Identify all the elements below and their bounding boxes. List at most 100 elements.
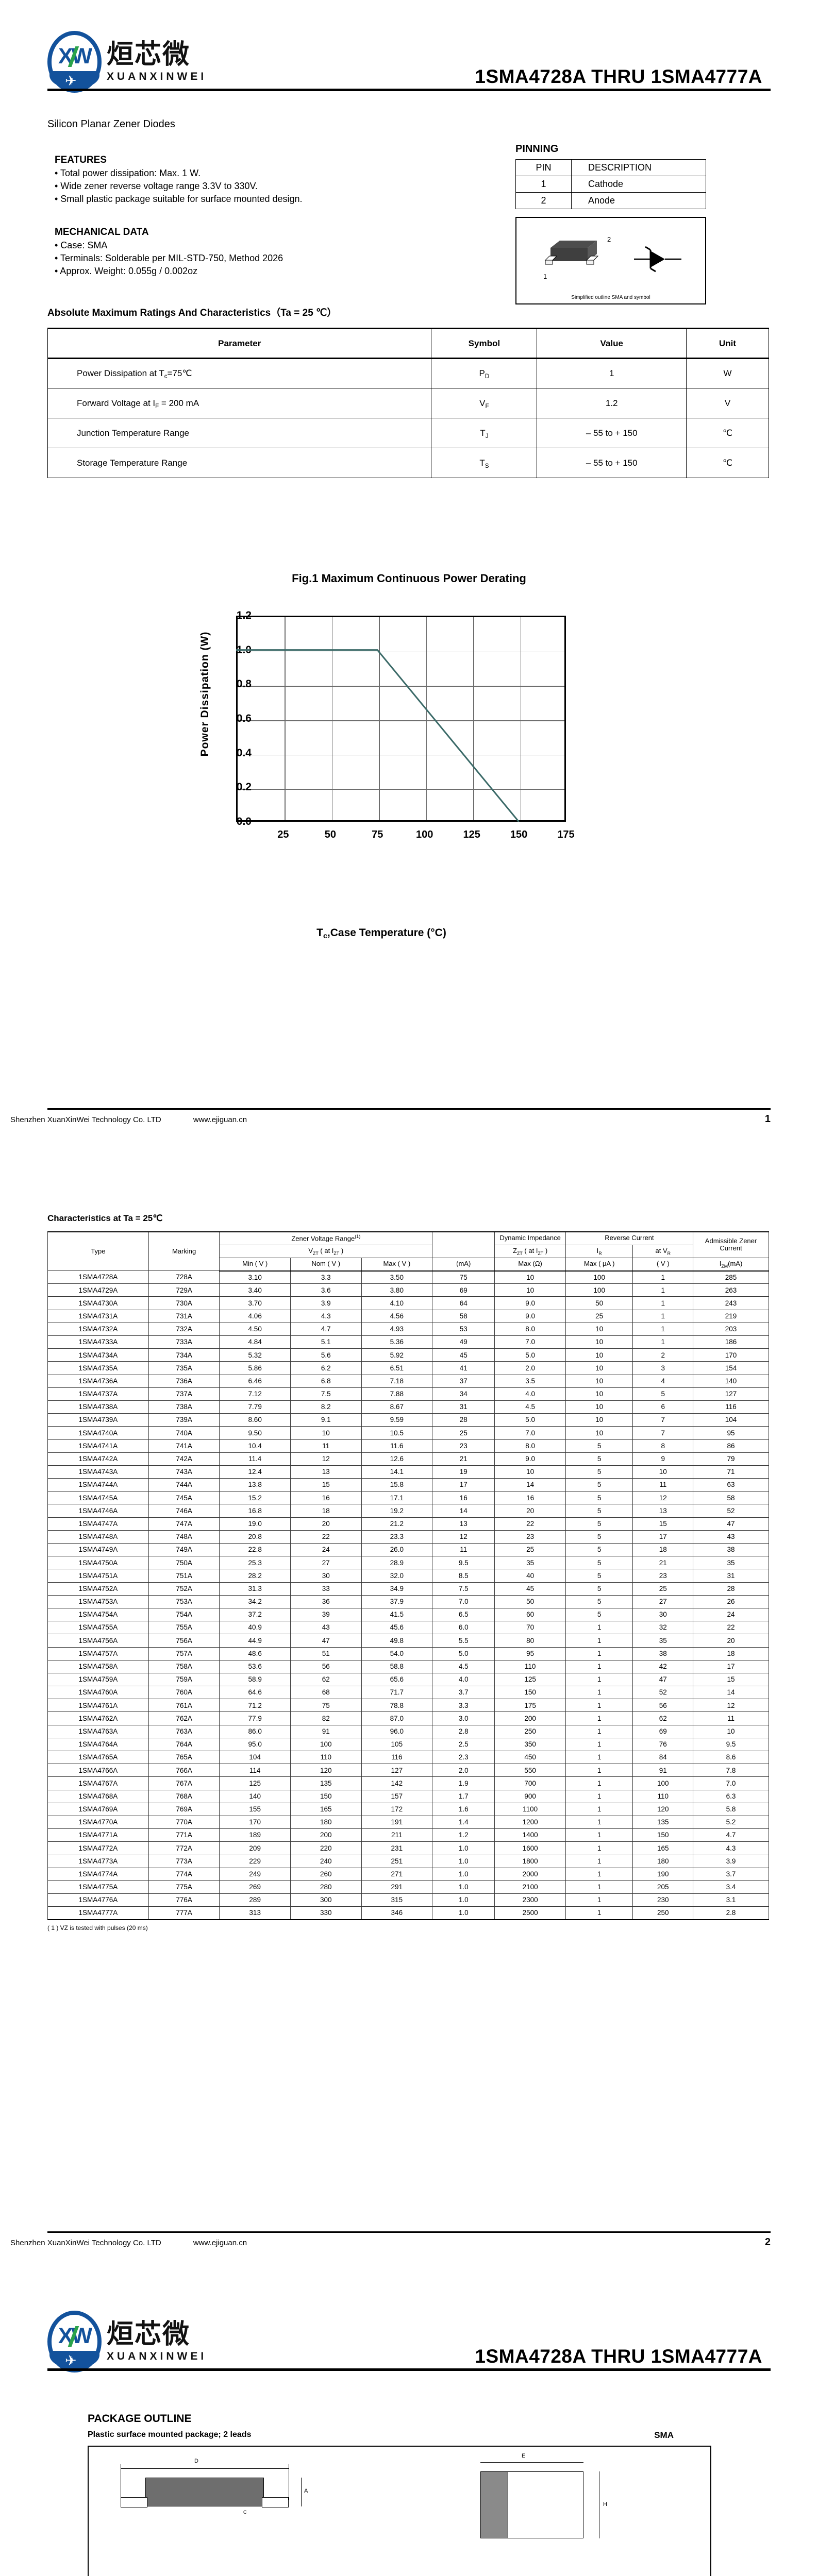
- table-row: 1SMA4746A 746A 16.8 18 19.2 14 20 5 13 52: [47, 1504, 769, 1518]
- cell-value: 116: [693, 1400, 769, 1414]
- header-divider: [47, 89, 771, 91]
- ratings-symbol: PD: [431, 358, 538, 388]
- cell-value: 1: [565, 1737, 633, 1752]
- cell-value: 1.0: [432, 1893, 495, 1907]
- cell-value: 52: [693, 1504, 769, 1518]
- cell-marking: 738A: [148, 1400, 220, 1414]
- pin-description: Anode: [571, 192, 706, 209]
- cell-value: 170: [219, 1815, 291, 1829]
- logo-text: 烜芯微 XUANXINWEI: [107, 41, 207, 83]
- cell-value: 114: [219, 1764, 291, 1777]
- chart-y-tick-label: 1.2: [236, 609, 252, 621]
- cell-value: 5: [565, 1439, 633, 1453]
- table-row: 1SMA4762A 762A 77.9 82 87.0 3.0 200 1 62 11: [47, 1711, 769, 1725]
- cell-value: 10: [565, 1374, 633, 1388]
- table-row: 1SMA4764A 764A 95.0 100 105 2.5 350 1 76 9.5: [47, 1737, 769, 1752]
- cell-value: 1: [565, 1789, 633, 1803]
- cell-value: 53.6: [219, 1659, 291, 1673]
- cell-type: 1SMA4733A: [47, 1335, 149, 1349]
- cell-value: 95: [494, 1647, 566, 1660]
- chart-y-tick-label: 0.6: [236, 713, 252, 724]
- cell-value: 125: [219, 1776, 291, 1790]
- cell-type: 1SMA4750A: [47, 1556, 149, 1570]
- cell-type: 1SMA4752A: [47, 1582, 149, 1596]
- cell-value: 58: [693, 1491, 769, 1505]
- cell-marking: 730A: [148, 1296, 220, 1310]
- chart-gridline-h: [238, 754, 564, 756]
- chart-gridline-h: [238, 720, 564, 721]
- cell-value: 80: [494, 1634, 566, 1648]
- cell-value: 7.8: [693, 1764, 769, 1777]
- cell-type: 1SMA4772A: [47, 1841, 149, 1855]
- cell-value: 12: [432, 1530, 495, 1544]
- cell-value: 32: [632, 1621, 694, 1635]
- table-row: 1SMA4741A 741A 10.4 11 11.6 23 8.0 5 8 86: [47, 1439, 769, 1453]
- cell-type: 1SMA4757A: [47, 1647, 149, 1660]
- footer-company-line: Shenzhen XuanXinWei Technology Co. LTD w…: [10, 1115, 247, 1124]
- table-row: 1SMA4747A 747A 19.0 20 21.2 13 22 5 15 47: [47, 1517, 769, 1531]
- package-diagram-caption: Simplified outline SMA and symbol: [571, 295, 650, 300]
- cell-value: 7.5: [290, 1387, 362, 1401]
- cell-value: 75: [432, 1270, 495, 1284]
- cell-value: 15: [693, 1672, 769, 1687]
- cell-value: 41.5: [361, 1607, 433, 1622]
- cell-value: 9.59: [361, 1413, 433, 1427]
- cell-value: 64: [432, 1296, 495, 1310]
- dim-line-e: [480, 2462, 583, 2463]
- table-row: 1SMA4770A 770A 170 180 191 1.4 1200 1 135 5.2: [47, 1815, 769, 1829]
- cell-marking: 745A: [148, 1491, 220, 1505]
- table-row: 1SMA4732A 732A 4.50 4.7 4.93 53 8.0 10 1 203: [47, 1322, 769, 1336]
- footer-company: Shenzhen XuanXinWei Technology Co. LTD: [10, 1115, 161, 1124]
- cell-value: 205: [632, 1880, 694, 1894]
- cell-value: 96.0: [361, 1724, 433, 1738]
- cell-value: 14: [693, 1686, 769, 1700]
- chart-y-tick-label: 0.0: [236, 816, 252, 827]
- cell-value: 15.8: [361, 1478, 433, 1492]
- page-3: XW ✈ 烜芯微 XUANXINWEI 1SMA4728A THRU 1SMA4…: [0, 2280, 818, 2576]
- company-logo: XW ✈ 烜芯微 XUANXINWEI: [47, 31, 207, 93]
- cell-value: 135: [632, 1815, 694, 1829]
- cell-value: 104: [693, 1413, 769, 1427]
- cell-value: 190: [632, 1867, 694, 1881]
- cell-value: 49: [432, 1335, 495, 1349]
- cell-type: 1SMA4739A: [47, 1413, 149, 1427]
- package-outline-title: PACKAGE OUTLINE: [88, 2413, 192, 2425]
- characteristics-table: Type Marking Zener Voltage Range(1) Dyna…: [47, 1231, 769, 1920]
- table-header-row: Type Marking Zener Voltage Range(1) Dyna…: [47, 1231, 769, 1272]
- cell-value: 1: [565, 1854, 633, 1868]
- footer-url[interactable]: www.ejiguan.cn: [193, 1115, 247, 1124]
- cell-value: 1: [565, 1699, 633, 1713]
- cell-value: 34.2: [219, 1595, 291, 1608]
- zener-diode-symbol-icon: [634, 246, 681, 273]
- cell-value: 4.3: [290, 1309, 362, 1323]
- footer-url[interactable]: www.ejiguan.cn: [193, 2239, 247, 2247]
- table-row: 1SMA4755A 755A 40.9 43 45.6 6.0 70 1 32 22: [47, 1621, 769, 1635]
- cell-value: 21: [432, 1452, 495, 1466]
- package-diagram-box: 2 1 Simplified outline SMA and symbol: [515, 217, 706, 304]
- table-row: 1SMA4731A 731A 4.06 4.3 4.56 58 9.0 25 1 219: [47, 1309, 769, 1323]
- cell-value: 40.9: [219, 1621, 291, 1635]
- cell-value: 18: [290, 1504, 362, 1518]
- logo-english-name: XUANXINWEI: [107, 2350, 207, 2362]
- cell-value: 44.9: [219, 1634, 291, 1648]
- cell-value: 1: [565, 1776, 633, 1790]
- pinning-header-pin: PIN: [515, 159, 572, 176]
- cell-value: 86.0: [219, 1724, 291, 1738]
- ch-header-reverse-current: Reverse Current: [565, 1231, 694, 1245]
- ch-unit-izm: IZM(mA): [693, 1257, 769, 1272]
- cell-value: 1: [632, 1309, 694, 1323]
- cell-value: 3.10: [219, 1270, 291, 1284]
- cell-type: 1SMA4741A: [47, 1439, 149, 1453]
- cell-value: 1: [565, 1647, 633, 1660]
- company-logo: XW ✈ 烜芯微 XUANXINWEI: [47, 2311, 207, 2372]
- cell-value: 5.32: [219, 1348, 291, 1362]
- cell-value: 1800: [494, 1854, 566, 1868]
- ch-unit-min: Min ( V ): [219, 1257, 291, 1272]
- cell-value: 10: [565, 1322, 633, 1336]
- cell-value: 104: [219, 1750, 291, 1765]
- cell-value: 1.6: [432, 1802, 495, 1816]
- cell-type: 1SMA4759A: [47, 1672, 149, 1687]
- ch-header-type: Type: [47, 1231, 149, 1272]
- cell-value: 36: [290, 1595, 362, 1608]
- ch-header-ir: IR: [565, 1244, 633, 1258]
